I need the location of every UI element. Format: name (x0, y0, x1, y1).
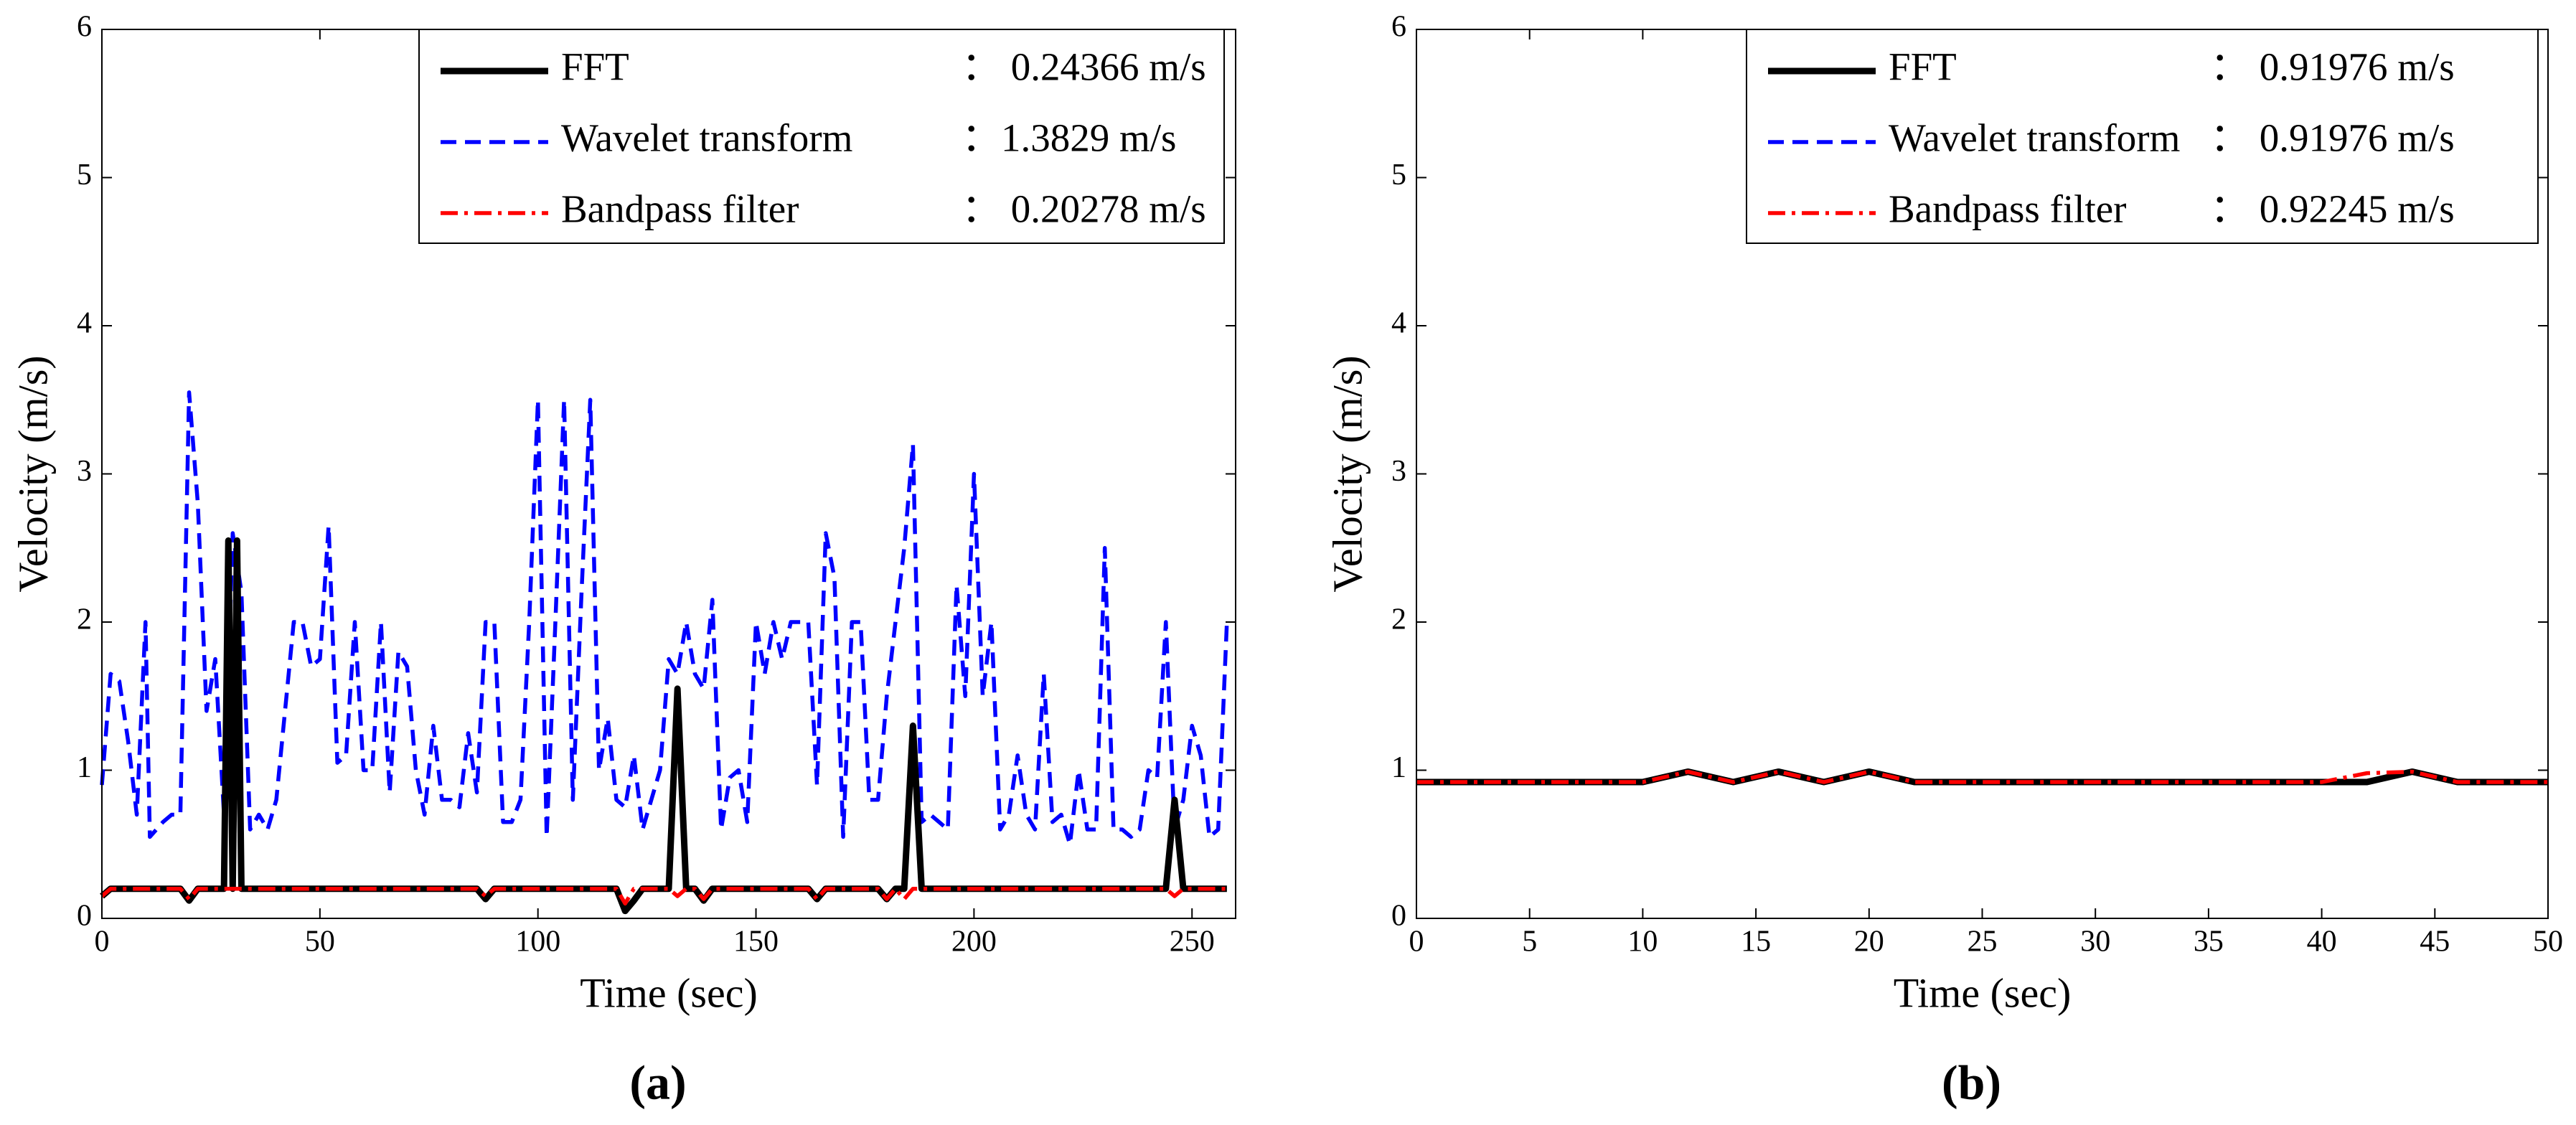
legend-value: ： 0.92245 m/s (2210, 187, 2455, 231)
x-tick-label: 15 (1741, 926, 1771, 959)
x-tick-label: 25 (1968, 926, 1998, 959)
x-tick-label: 200 (951, 926, 997, 959)
x-tick-label: 150 (733, 926, 779, 959)
y-tick-label: 6 (1391, 11, 1406, 44)
legend-value: ： 0.91976 m/s (2210, 45, 2455, 89)
legend-label: Wavelet transform (561, 116, 852, 160)
y-axis-title: Velocity (m/s) (9, 355, 56, 592)
y-tick-label: 4 (77, 307, 92, 340)
x-tick-label: 0 (95, 926, 110, 959)
x-tick-label: 250 (1170, 926, 1215, 959)
x-tick-label: 50 (305, 926, 335, 959)
x-axis-title: Time (sec) (1894, 969, 2072, 1016)
y-tick-label: 3 (1391, 455, 1406, 488)
caption: (a) (629, 1055, 686, 1110)
legend-value: ： 0.24366 m/s (962, 45, 1206, 89)
legend-label: FFT (1889, 45, 1957, 89)
legend-box (418, 29, 1225, 244)
x-tick-label: 0 (1409, 926, 1424, 959)
y-tick-label: 2 (1391, 603, 1406, 636)
x-tick-label: 50 (2533, 926, 2563, 959)
legend-box (1746, 29, 2539, 244)
legend-label: Wavelet transform (1889, 116, 2180, 160)
x-tick-label: 10 (1627, 926, 1658, 959)
y-tick-label: 6 (77, 11, 92, 44)
x-tick-label: 35 (2194, 926, 2224, 959)
legend-value: ： 0.91976 m/s (2210, 116, 2455, 160)
x-tick-label: 30 (2080, 926, 2110, 959)
y-axis-title: Velocity (m/s) (1324, 355, 1371, 592)
y-tick-label: 5 (77, 159, 92, 192)
x-tick-label: 20 (1854, 926, 1884, 959)
legend-label: Bandpass filter (561, 187, 799, 231)
legend-value: ：1.3829 m/s (962, 116, 1176, 160)
y-tick-label: 4 (1391, 307, 1406, 340)
y-tick-label: 2 (77, 603, 92, 636)
legend-value: ： 0.20278 m/s (962, 187, 1206, 231)
y-tick-label: 1 (77, 751, 92, 784)
x-tick-label: 40 (2307, 926, 2337, 959)
y-tick-label: 0 (77, 900, 92, 933)
data-line (100, 537, 1227, 915)
x-axis-title: Time (sec) (580, 969, 758, 1016)
legend-label: Bandpass filter (1889, 187, 2126, 231)
caption: (b) (1942, 1055, 2001, 1110)
y-tick-label: 3 (77, 455, 92, 488)
data-line (100, 886, 1227, 906)
y-tick-label: 1 (1391, 751, 1406, 784)
legend-label: FFT (561, 45, 629, 89)
x-tick-label: 100 (515, 926, 560, 959)
y-tick-label: 0 (1391, 900, 1406, 933)
data-line (1416, 768, 2548, 786)
data-line (100, 390, 1229, 847)
x-tick-label: 45 (2420, 926, 2450, 959)
y-tick-label: 5 (1391, 159, 1406, 192)
x-tick-label: 5 (1522, 926, 1537, 959)
data-line (1416, 769, 2548, 784)
